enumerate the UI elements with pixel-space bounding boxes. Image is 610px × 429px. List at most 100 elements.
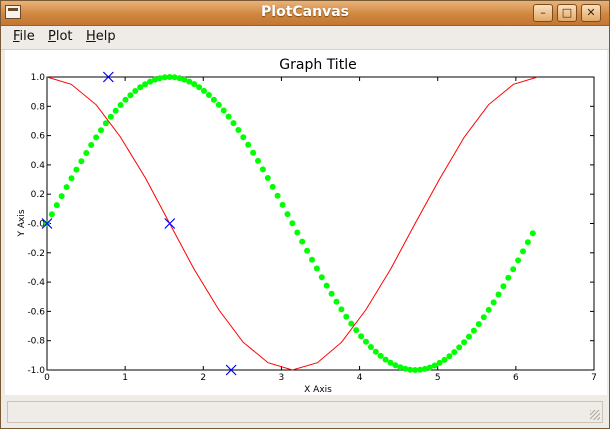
minimize-button[interactable]: –: [533, 4, 553, 22]
x-tick-label: 0: [44, 373, 50, 383]
close-button[interactable]: ✕: [581, 4, 601, 22]
x-marker-stroke: [102, 71, 114, 83]
sine-series-point: [466, 333, 472, 340]
sine-series-point: [53, 202, 60, 209]
sine-series-point: [48, 211, 55, 218]
sine-series-point: [421, 365, 428, 372]
sine-series-point: [117, 102, 124, 108]
sine-series-point: [235, 127, 242, 133]
resize-grip[interactable]: [590, 410, 600, 420]
sine-series-point: [196, 84, 203, 91]
sine-series-point: [171, 74, 178, 81]
sine-series-point: [480, 314, 487, 321]
sine-series-point: [58, 193, 65, 200]
sine-series-point: [387, 359, 394, 366]
sine-series-point: [230, 120, 237, 127]
sine-series-point: [132, 88, 139, 94]
sine-series-point: [259, 166, 266, 173]
sine-series-point: [318, 274, 325, 281]
sine-series-point: [274, 192, 281, 199]
sine-series-point: [461, 339, 468, 346]
sine-series-point: [191, 81, 198, 88]
window-menu-icon[interactable]: [5, 5, 21, 19]
x-tick-label: 6: [513, 373, 519, 383]
sine-series-point: [510, 266, 517, 273]
sine-series-point: [456, 344, 463, 351]
y-tick-label: 0.8: [31, 102, 46, 112]
chart-title: Graph Title: [279, 57, 356, 73]
sine-series-point: [441, 356, 448, 363]
menu-plot[interactable]: Plot: [48, 29, 73, 44]
sine-series-point: [68, 175, 75, 182]
window-title: PlotCanvas: [261, 4, 349, 20]
sine-series-point: [225, 113, 232, 120]
sine-series-point: [181, 76, 188, 83]
sine-series-point: [240, 134, 247, 141]
sine-series-point: [412, 367, 419, 373]
sine-series-point: [161, 74, 168, 81]
maximize-button[interactable]: □: [557, 4, 577, 22]
menu-help-label: elp: [95, 29, 116, 44]
sine-series-point: [426, 364, 433, 371]
sine-series-point: [475, 321, 482, 328]
sine-series-point: [417, 366, 423, 373]
x-marker-point: [41, 218, 53, 229]
sine-series-point: [500, 283, 507, 290]
sine-series-point: [524, 239, 531, 246]
sine-series-point: [122, 96, 129, 103]
sine-series-point: [309, 256, 315, 263]
menu-file[interactable]: File: [13, 29, 35, 44]
sine-series-point: [333, 298, 340, 305]
plot-canvas[interactable]: Graph Title X Axis Y Axis 0 1 2 3 4 5 6 7 -1.0 -0…: [5, 50, 607, 395]
axis-ticks: 0 1 2 3 4 5 6 7 -1.0 -0.8 -0.6 -0.4 -0.2 -0.0 0.2 0.4 0.…: [27, 73, 596, 383]
y-tick-label: 0.4: [31, 161, 46, 171]
y-tick-label: -0.0: [27, 220, 45, 230]
sine-series-point: [210, 96, 217, 103]
y-tick-label: -0.8: [27, 337, 45, 347]
menu-file-label: ile: [19, 29, 35, 44]
sine-series-point: [363, 338, 369, 345]
sine-series-point: [299, 238, 306, 245]
sine-series-point: [166, 74, 173, 80]
sine-series-point: [343, 313, 350, 320]
y-tick-label: -0.6: [27, 307, 45, 317]
menu-bar: File Plot Help: [1, 26, 609, 50]
sine-series-point: [201, 87, 207, 94]
sine-series-point: [147, 78, 154, 85]
sine-series-point: [215, 101, 222, 108]
sine-series-point: [250, 149, 257, 156]
x-tick-label: 4: [357, 373, 363, 383]
sine-series-point: [98, 127, 104, 134]
sine-series-point: [446, 353, 453, 360]
sine-series-point: [73, 166, 80, 173]
sine-series-point: [313, 265, 320, 272]
sine-series-point: [152, 76, 158, 83]
sine-series-point: [294, 229, 301, 236]
sine-series-point: [255, 157, 261, 164]
sine-series-point: [372, 348, 379, 355]
sine-series-point: [304, 247, 311, 254]
sine-series-point: [63, 184, 70, 191]
x-tick-label: 3: [279, 373, 285, 383]
sine-series-point: [142, 81, 149, 88]
sine-series-point: [490, 299, 497, 306]
sine-series-point: [358, 333, 365, 340]
y-tick-label: 0.2: [31, 190, 45, 200]
sine-series-point: [367, 344, 374, 350]
menu-help[interactable]: Help: [86, 29, 116, 44]
sine-series-point: [186, 78, 193, 85]
menu-plot-mnemonic: P: [48, 29, 56, 44]
sine-series-point: [485, 306, 492, 313]
y-tick-label: -0.2: [27, 249, 45, 259]
y-tick-label: -1.0: [27, 366, 45, 376]
sine-series-point: [107, 113, 114, 120]
sine-series-point: [205, 92, 212, 98]
series-layer: [41, 71, 538, 376]
title-bar[interactable]: PlotCanvas – □ ✕: [1, 1, 609, 26]
sine-series-point: [83, 150, 90, 156]
y-axis-label: Y Axis: [17, 209, 27, 237]
sine-series-point: [338, 306, 345, 313]
sine-series-point: [102, 120, 109, 127]
sine-series-point: [284, 211, 291, 218]
sine-series-point: [515, 257, 522, 264]
